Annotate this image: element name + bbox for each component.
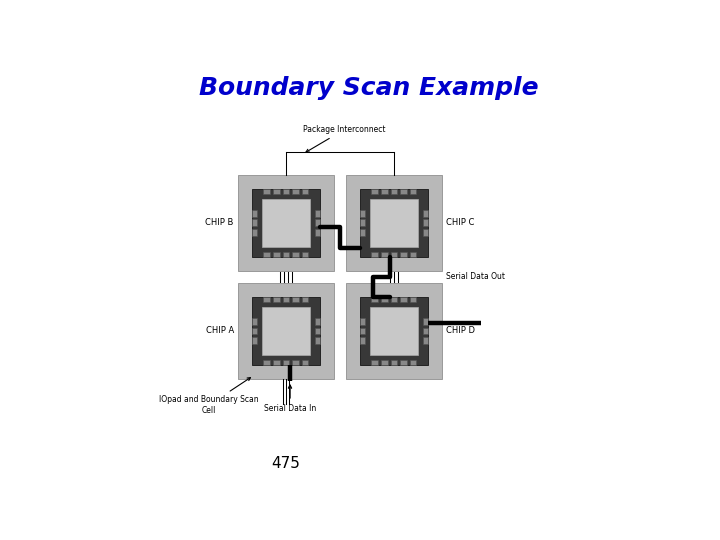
Bar [252,297,320,365]
Bar [410,360,416,365]
Bar [360,337,365,344]
Bar [372,360,378,365]
Bar [273,360,279,365]
Bar [252,328,257,334]
Bar [292,252,299,257]
Text: Package Interconnect: Package Interconnect [303,125,385,152]
Bar [252,229,257,235]
Bar [302,188,308,194]
Bar [315,229,320,235]
Bar [423,229,428,235]
Bar [273,188,279,194]
Bar [264,252,270,257]
Bar [315,328,320,334]
Bar [273,252,279,257]
Bar [360,297,428,365]
Bar [252,210,257,217]
Bar [360,210,365,217]
Bar [423,328,428,334]
Bar [292,188,299,194]
Bar [264,188,270,194]
Bar [372,188,378,194]
Bar [315,219,320,226]
Bar [315,318,320,325]
Bar [315,337,320,344]
Bar [346,175,442,271]
Bar [370,307,418,355]
Bar [372,252,378,257]
Bar [381,252,387,257]
Text: CHIP D: CHIP D [446,326,475,335]
Text: CHIP A: CHIP A [206,326,234,335]
Bar [238,175,333,271]
Bar [282,252,289,257]
Bar [381,297,387,302]
Bar [252,188,320,257]
Bar [372,297,378,302]
Bar [391,188,397,194]
Bar [360,188,428,257]
Bar [381,188,387,194]
Bar [360,219,365,226]
Bar [292,360,299,365]
Bar [400,297,407,302]
Bar [346,283,442,379]
Bar [400,188,407,194]
Bar [410,297,416,302]
Bar [252,318,257,325]
Text: Serial Data Out: Serial Data Out [446,272,505,281]
Text: Serial Data In: Serial Data In [264,385,316,413]
Bar [238,283,333,379]
Bar [400,252,407,257]
Bar [302,360,308,365]
Bar [302,252,308,257]
Bar [252,219,257,226]
Bar [262,199,310,247]
Bar [282,297,289,302]
Bar [410,188,416,194]
Bar [262,307,310,355]
Bar [360,318,365,325]
Bar [273,297,279,302]
Bar [423,318,428,325]
Text: Boundary Scan Example: Boundary Scan Example [199,76,539,100]
Bar [391,297,397,302]
Bar [315,210,320,217]
Bar [302,297,308,302]
Bar [282,360,289,365]
Bar [282,188,289,194]
Bar [381,360,387,365]
Bar [391,252,397,257]
Bar [410,252,416,257]
Text: 475: 475 [271,456,300,471]
Text: IOpad and Boundary Scan
Cell: IOpad and Boundary Scan Cell [159,377,258,415]
Bar [370,199,418,247]
Text: CHIP C: CHIP C [446,218,474,227]
Bar [252,337,257,344]
Bar [292,297,299,302]
Bar [423,210,428,217]
Bar [423,337,428,344]
Bar [360,328,365,334]
Bar [264,360,270,365]
Bar [391,360,397,365]
Bar [264,297,270,302]
Text: CHIP B: CHIP B [205,218,234,227]
Bar [423,219,428,226]
Bar [360,229,365,235]
Bar [400,360,407,365]
